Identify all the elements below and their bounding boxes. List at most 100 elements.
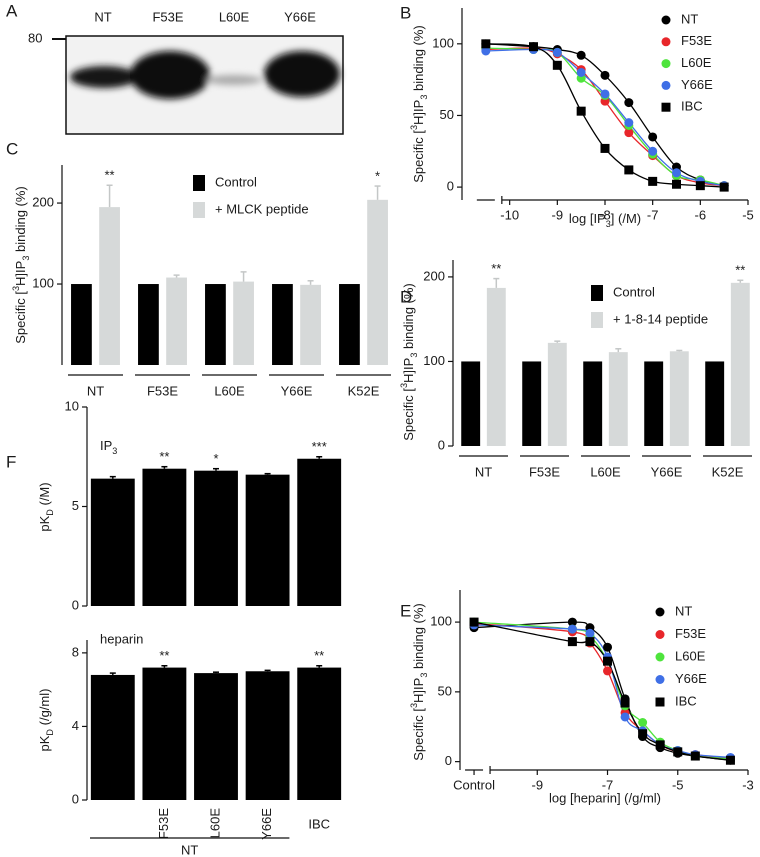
significance-label: ** (159, 648, 169, 663)
data-point (624, 165, 634, 175)
significance-label: *** (312, 439, 327, 454)
text-part: 3 (409, 353, 419, 358)
bands (70, 51, 340, 99)
data-point (567, 624, 577, 634)
legend-marker (661, 37, 671, 47)
panel-letter: C (6, 139, 18, 158)
significance-label: * (213, 451, 218, 466)
x-axis-label: log [heparin] (/g/ml) (549, 790, 661, 805)
lane-label: L60E (219, 9, 250, 24)
x-tick-label: NT (475, 464, 492, 479)
data-point (624, 98, 634, 108)
data-point (673, 747, 683, 757)
data-point (585, 637, 595, 647)
y-tick-label: 50 (440, 107, 454, 122)
legend-swatch (591, 312, 603, 328)
data-point (655, 740, 665, 750)
band (206, 75, 262, 85)
bar (272, 284, 293, 365)
bar (522, 361, 542, 446)
legend-label: Y66E (675, 671, 707, 686)
y-tick-label: 100 (32, 275, 54, 290)
data-point (648, 132, 658, 142)
legend-marker (661, 15, 671, 25)
data-point (600, 70, 610, 80)
y-tick-label: 200 (32, 194, 54, 209)
text-part: log [IP (569, 211, 606, 226)
chart-title: IP3 (100, 438, 117, 456)
data-point (529, 42, 538, 52)
legend-marker (655, 607, 665, 617)
bar (233, 281, 254, 365)
significance-label: ** (314, 648, 324, 663)
x-tick-label: -5 (672, 777, 684, 792)
x-tick-label: -10 (500, 207, 519, 222)
panel-letter: D (400, 287, 412, 306)
y-tick-label: 200 (423, 268, 445, 283)
text-part: 3 (11, 286, 21, 291)
x-tick-label: K52E (348, 383, 380, 398)
size-marker: 80 (28, 30, 42, 45)
text-part: (/g/ml) (37, 689, 52, 729)
bar (142, 667, 187, 800)
text-part: binding (%) (13, 186, 28, 255)
panel-letter: F (6, 452, 16, 471)
significance-label: ** (735, 263, 745, 278)
bar (194, 673, 238, 800)
y-tick-label: 0 (72, 597, 79, 612)
data-point (648, 176, 658, 186)
x-tick-label: F53E (156, 808, 171, 839)
panel-letter: B (400, 3, 411, 22)
y-tick-label: 100 (430, 614, 452, 629)
lane-label: F53E (152, 9, 183, 24)
data-point (672, 168, 681, 178)
text-part: H]IP (411, 678, 426, 703)
data-point (576, 106, 586, 116)
data-point (672, 179, 681, 189)
bar (669, 351, 689, 446)
data-point (552, 47, 562, 57)
data-point (603, 666, 613, 676)
y-tick-label: 5 (72, 498, 79, 513)
text-part: 3 (409, 125, 419, 130)
legend-marker (655, 652, 665, 662)
text-part: 3 (419, 95, 429, 100)
text-part: 3 (112, 446, 117, 456)
data-point (481, 39, 491, 49)
bar (608, 352, 628, 446)
y-tick-label: 100 (423, 353, 445, 368)
x-tick-label: L60E (207, 808, 222, 839)
legend-label: + 1-8-14 peptide (613, 311, 708, 326)
x-tick-label: L60E (590, 464, 621, 479)
bar (205, 284, 226, 365)
y-axis-label: Specific [3H]IP3 binding (%) (409, 25, 429, 183)
text-part: 3 (606, 219, 611, 229)
fit-line (474, 621, 731, 760)
x-tick-label: IBC (308, 816, 330, 831)
text-part: binding (%) (411, 603, 426, 672)
legend-label: F53E (675, 626, 706, 641)
data-point (648, 146, 658, 156)
y-tick-label: 0 (445, 753, 452, 768)
text-part: D (45, 509, 55, 516)
y-tick-label: 8 (72, 644, 79, 659)
fit-line (474, 624, 731, 759)
data-point (620, 698, 630, 708)
group-label: NT (181, 842, 198, 857)
data-point (719, 182, 729, 192)
data-point (638, 729, 648, 739)
text-part: 3 (21, 256, 31, 261)
bar (142, 468, 187, 606)
legend-label: L60E (675, 648, 706, 663)
text-part: binding (%) (401, 283, 416, 352)
y-tick-label: 0 (72, 791, 79, 806)
y-tick-label: 4 (72, 718, 79, 733)
data-point (603, 642, 613, 652)
bar (297, 458, 342, 606)
legend-marker (655, 697, 665, 707)
text-part: (/M) (37, 482, 52, 509)
x-tick-label: L60E (214, 383, 245, 398)
data-point (620, 712, 630, 722)
